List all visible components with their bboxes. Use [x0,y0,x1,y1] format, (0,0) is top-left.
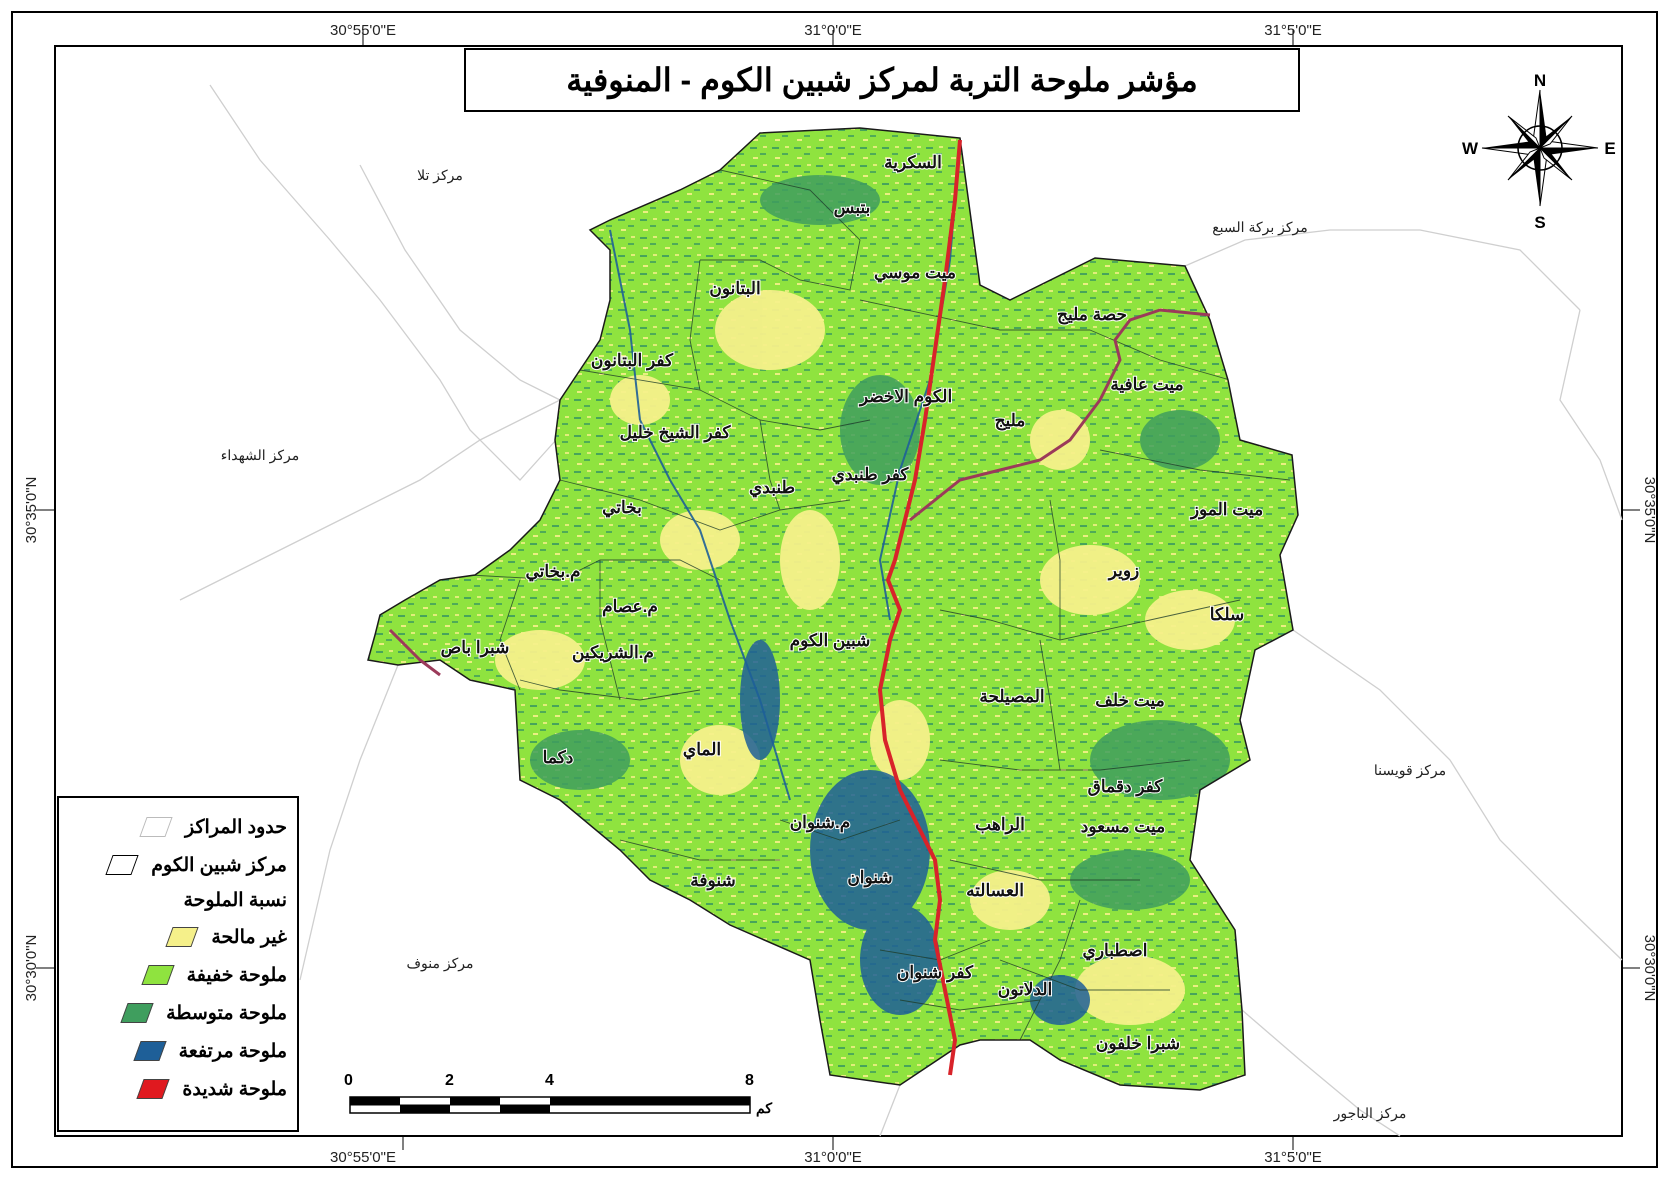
village-label: سلكا [1210,605,1244,624]
village-label: كفر البتانون [591,351,674,371]
legend-row-markaz: مركز شبين الكوم [59,846,287,884]
village-label: شنوفة [690,871,735,891]
village-label: زوير [1107,561,1140,581]
river-severe [877,139,962,1076]
coord-bottom-3: 31°5'0"E [1264,1149,1322,1166]
village-label: الدلاتون [998,980,1053,1000]
legend-swatch [165,927,199,947]
legend-label: ملوحة متوسطة [166,1002,287,1024]
village-label: ميت الموز [1189,500,1263,520]
village-label: ميت خلف [1095,691,1164,710]
compass-s: S [1534,213,1545,232]
legend-row-boundaries: حدود المراكز [59,808,287,846]
village-label: طنبدي [749,478,795,498]
legend-row-class: ملوحة خفيفة [59,956,287,994]
legend-row-class: ملوحة شديدة [59,1070,287,1108]
coord-right-1: 30°35'0"N [1641,477,1658,544]
village-label: كفر الشيخ خليل [620,423,732,443]
neighbour-boundaries [179,84,1623,1137]
scale-tick-0: 0 [344,1072,353,1089]
legend-swatch [139,817,173,837]
neighbour-menouf: مركز منوف [407,955,474,972]
legend-row-class: غير مالحة [59,918,287,956]
scale-tick-8: 8 [745,1072,754,1089]
village-label: كفر دقماق [1088,777,1164,797]
village-label: حصة مليج [1057,305,1127,325]
village-label: شبرا خلفون [1096,1034,1180,1054]
legend-label: حدود المراكز [185,816,287,838]
compass-n: N [1534,71,1546,90]
legend-swatch [140,965,175,985]
legend-label: مركز شبين الكوم [151,854,287,876]
village-label: البتانون [709,279,760,299]
legend-swatch [105,855,139,875]
legend-row-class: ملوحة متوسطة [59,994,287,1032]
scale-tick-2: 2 [445,1072,454,1089]
village-label: ميت مسعود [1081,817,1165,837]
coord-right-2: 30°30'0"N [1641,935,1658,1002]
compass-rose-icon: N S E W [1462,71,1616,232]
village-label: كفر طنبدي [832,465,910,485]
village-label: بخاتي [602,498,642,518]
neighbour-tala: مركز تلا [417,167,463,184]
legend-row-class: ملوحة مرتفعة [59,1032,287,1070]
village-label: الراهب [975,815,1025,835]
village-label: الماي [683,740,721,760]
legend-label: ملوحة مرتفعة [178,1040,287,1062]
coord-bottom-1: 30°55'0"E [330,1149,396,1166]
compass-w: W [1462,139,1479,158]
village-label: م.بخاتي [525,562,580,582]
scale-unit: كم [756,1100,772,1116]
scale-tick-4: 4 [545,1072,554,1089]
village-label: الكوم الاخضر [858,387,952,407]
village-label: المصيلحة [979,687,1044,706]
village-label: م.شنوان [790,813,851,833]
legend-label: ملوحة شديدة [182,1078,287,1100]
compass-e: E [1604,139,1615,158]
village-label: اصطباري [1083,941,1148,961]
graticule [36,30,1640,1150]
village-labels: السكرية بتبس ميت موسي البتانون كفر البتا… [440,152,1265,1055]
coord-top-2: 31°0'0"E [804,22,862,39]
neighbour-quesna: مركز قويسنا [1374,762,1446,779]
scale-bar [349,1096,751,1114]
coord-top-3: 31°5'0"E [1264,22,1322,39]
village-label: ميت عافية [1110,375,1183,394]
village-label: السكرية [884,153,942,173]
coord-left-1: 30°35'0"N [23,477,40,544]
legend-label: غير مالحة [211,926,287,948]
coord-left-2: 30°30'0"N [23,935,40,1002]
village-label: ميت موسي [874,263,956,283]
coord-bottom-2: 31°0'0"E [804,1149,862,1166]
village-label: شبين الكوم [790,631,871,651]
legend-label: ملوحة خفيفة [186,964,287,986]
map-title-box: مؤشر ملوحة التربة لمركز شبين الكوم - الم… [464,48,1300,112]
village-label: العسالته [966,881,1024,900]
village-label: كفر شنوان [897,963,974,983]
neighbour-berket: مركز بركة السبع [1212,219,1308,236]
legend-swatch [132,1041,167,1061]
neighbour-shohadaa: مركز الشهداء [221,447,299,464]
map-title: مؤشر ملوحة التربة لمركز شبين الكوم - الم… [566,62,1198,98]
legend-heading: نسبة الملوحة [183,890,287,911]
village-label: شبرا باص [441,638,510,658]
neighbour-bagour: مركز الباجور [1333,1105,1407,1122]
village-label: مليج [995,411,1026,431]
legend: حدود المراكز مركز شبين الكوم نسبة الملوح… [57,796,299,1132]
coord-top-1: 30°55'0"E [330,22,396,39]
canal-west [388,628,441,677]
legend-swatch [136,1079,171,1099]
village-label: م.الشريكين [572,643,654,663]
village-label: شنوان [847,868,892,888]
legend-swatch [120,1003,154,1023]
village-label: م.عصام [602,597,658,617]
village-label: بتبس [834,198,871,218]
village-label: دكما [543,748,574,767]
canal-branch [909,308,1211,522]
